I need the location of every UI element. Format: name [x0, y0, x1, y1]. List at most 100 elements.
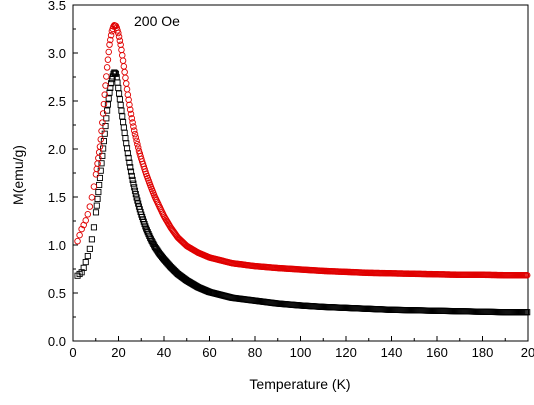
data-point [97, 167, 104, 174]
data-point [120, 63, 128, 70]
data-point [106, 41, 113, 48]
y-tick-label: 3.0 [48, 46, 66, 61]
data-point [123, 140, 130, 147]
data-point [100, 138, 107, 145]
data-point [122, 135, 129, 142]
data-point [84, 211, 92, 218]
data-point [99, 119, 106, 126]
data-point [132, 191, 139, 198]
data-point [78, 225, 85, 233]
data-point [100, 100, 108, 108]
data-point [104, 56, 112, 63]
data-point [112, 70, 119, 77]
data-point [101, 91, 108, 98]
data-point [86, 203, 94, 210]
data-point [107, 36, 114, 44]
data-point [122, 74, 129, 82]
data-point [94, 195, 101, 202]
x-tick-label: 60 [202, 345, 216, 360]
x-tick-label: 180 [472, 345, 494, 360]
x-tick-label: 100 [290, 345, 312, 360]
series-layer [74, 22, 531, 316]
data-point [131, 187, 139, 194]
data-point [108, 80, 115, 87]
series-square [74, 69, 531, 316]
data-point [125, 154, 132, 161]
data-point [112, 70, 119, 77]
data-point [100, 145, 107, 152]
data-point [130, 180, 137, 187]
data-point [114, 27, 121, 34]
data-point [524, 309, 531, 316]
x-axis: 0 20 40 60 80 100 120 140 160 180 20 [69, 336, 534, 360]
x-tick-label: 20 [111, 345, 125, 360]
data-point [121, 129, 128, 136]
data-point [133, 194, 140, 201]
x-tick-label: 20 [521, 345, 534, 360]
data-point [126, 101, 133, 109]
x-tick-label: 40 [157, 345, 171, 360]
data-point [93, 202, 100, 209]
data-point [104, 101, 111, 108]
data-point [123, 145, 131, 152]
x-tick-label: 80 [248, 345, 262, 360]
data-point [121, 68, 128, 76]
data-point [127, 168, 135, 175]
data-point [93, 165, 101, 173]
data-point [105, 48, 112, 56]
data-point [82, 259, 89, 266]
y-tick-label: 2.0 [48, 142, 66, 157]
y-tick-label: 0.0 [48, 334, 66, 349]
data-point [96, 143, 104, 150]
data-point [116, 96, 123, 103]
y-tick-label: 2.5 [48, 94, 66, 109]
y-tick-label: 1.0 [48, 238, 66, 253]
x-tick-label: 120 [335, 345, 357, 360]
data-point [74, 272, 81, 279]
data-point [117, 101, 124, 109]
data-point [116, 37, 124, 44]
data-point [125, 96, 132, 104]
data-point [103, 115, 110, 122]
x-tick-label: 140 [381, 345, 403, 360]
data-point [78, 269, 85, 276]
data-point [115, 29, 122, 37]
data-point [131, 130, 139, 138]
y-tick-label: 0.5 [48, 286, 66, 301]
data-point [134, 140, 141, 148]
data-point [98, 160, 105, 167]
data-point [88, 194, 96, 201]
data-point [92, 209, 100, 216]
data-point [126, 106, 134, 113]
data-point [132, 134, 140, 141]
plot-frame [72, 4, 529, 342]
data-point [90, 183, 98, 190]
x-tick-label: 0 [69, 345, 76, 360]
x-tick-label: 160 [426, 345, 448, 360]
data-point [123, 85, 131, 93]
data-point [74, 237, 81, 245]
data-point [119, 113, 126, 120]
data-point [116, 90, 123, 97]
data-point [133, 137, 140, 145]
series-circle [74, 22, 531, 279]
data-point [134, 144, 142, 151]
data-point [86, 245, 93, 252]
data-point [76, 270, 83, 278]
y-axis: 0.0 0.5 1.0 1.5 2.0 2.5 3.0 3.5 [48, 0, 78, 349]
data-point [129, 119, 136, 126]
data-point [102, 123, 109, 130]
data-point [131, 184, 138, 191]
data-point [99, 110, 107, 117]
data-point [80, 264, 87, 271]
data-point [124, 150, 131, 157]
y-tick-label: 3.5 [48, 0, 66, 13]
data-point [129, 176, 136, 183]
data-point [84, 252, 91, 260]
data-point [117, 41, 124, 48]
data-point [103, 73, 110, 80]
data-point [115, 33, 123, 40]
y-tick-label: 1.5 [48, 190, 66, 205]
y-axis-title: M(emu/g) [10, 145, 26, 205]
